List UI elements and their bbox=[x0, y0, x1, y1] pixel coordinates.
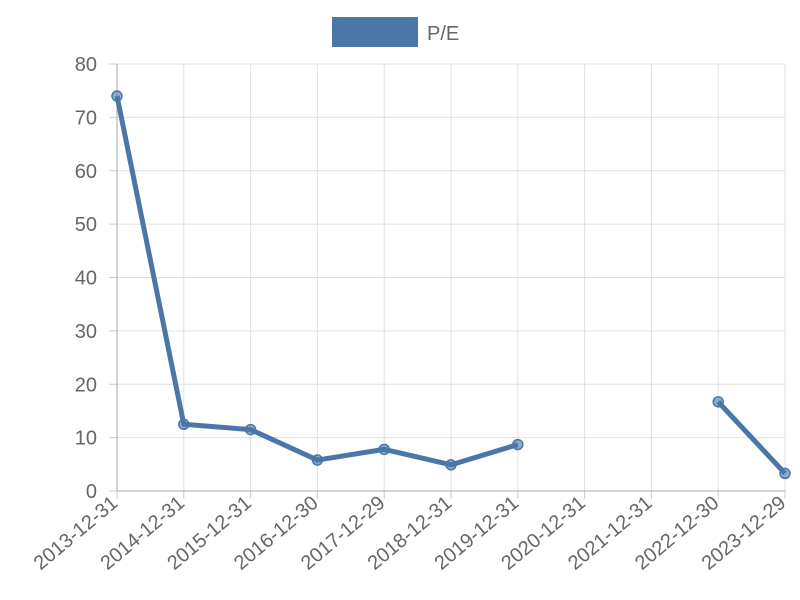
y-tick-label: 40 bbox=[75, 268, 97, 290]
point bbox=[445, 459, 457, 471]
point bbox=[712, 396, 724, 408]
y-tick-label: 30 bbox=[75, 321, 97, 343]
point bbox=[311, 454, 324, 466]
point bbox=[779, 467, 791, 480]
legend-label: P/E bbox=[427, 23, 459, 45]
point bbox=[244, 423, 257, 436]
y-tick-label: 10 bbox=[75, 428, 97, 450]
y-tick-label: 0 bbox=[86, 481, 97, 503]
y-tick-label: 20 bbox=[75, 374, 97, 396]
point bbox=[178, 418, 190, 431]
point bbox=[512, 438, 524, 451]
y-tick-label: 80 bbox=[75, 54, 97, 76]
y-tick-label: 70 bbox=[75, 107, 97, 129]
y-tick-label: 50 bbox=[75, 214, 97, 236]
legend-swatch bbox=[332, 17, 418, 47]
point bbox=[111, 90, 123, 102]
point bbox=[378, 443, 390, 456]
y-tick-label: 60 bbox=[75, 161, 97, 183]
legend: P/E bbox=[332, 17, 459, 47]
